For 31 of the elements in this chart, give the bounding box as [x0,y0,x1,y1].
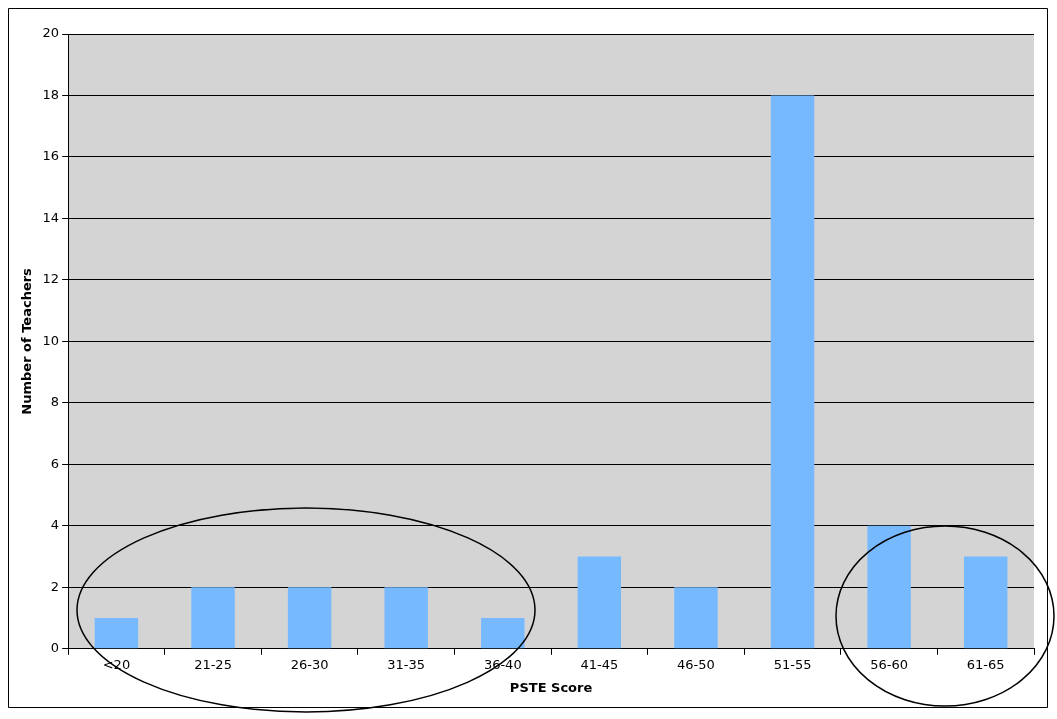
y-tick-label: 10 [42,332,60,348]
bar [577,556,622,649]
bar [191,587,235,649]
y-axis-title: Number of Teachers [19,267,35,415]
bar [94,618,139,649]
bar [867,525,911,649]
y-tick-label: 4 [50,517,60,533]
y-tick-label: 20 [42,25,60,41]
bar [481,618,525,649]
x-tick-label: 51-55 [773,656,812,672]
x-tick-label: 31-35 [387,656,426,672]
y-tick-label: 18 [42,86,60,102]
x-tick-label: 21-25 [194,656,232,672]
x-tick-label: 26-30 [290,656,329,672]
y-tick-label: 2 [50,578,60,594]
y-tick-label: 8 [50,394,60,410]
x-tick-label: 41-45 [580,656,619,672]
bar [287,587,332,649]
x-tick-label: 61-65 [966,656,1005,672]
bar [963,556,1008,649]
y-tick-label: 0 [50,640,60,656]
bar [770,95,815,649]
y-tick-label: 14 [42,209,60,225]
x-tick-label: 56-60 [870,656,909,672]
bar [384,587,428,649]
y-tick-label: 16 [42,148,60,164]
y-tick-label: 6 [50,455,60,471]
bar [674,587,718,649]
x-tick-label: 46-50 [677,656,715,672]
y-tick-label: 12 [42,271,60,287]
x-axis-title: PSTE Score [509,679,593,695]
